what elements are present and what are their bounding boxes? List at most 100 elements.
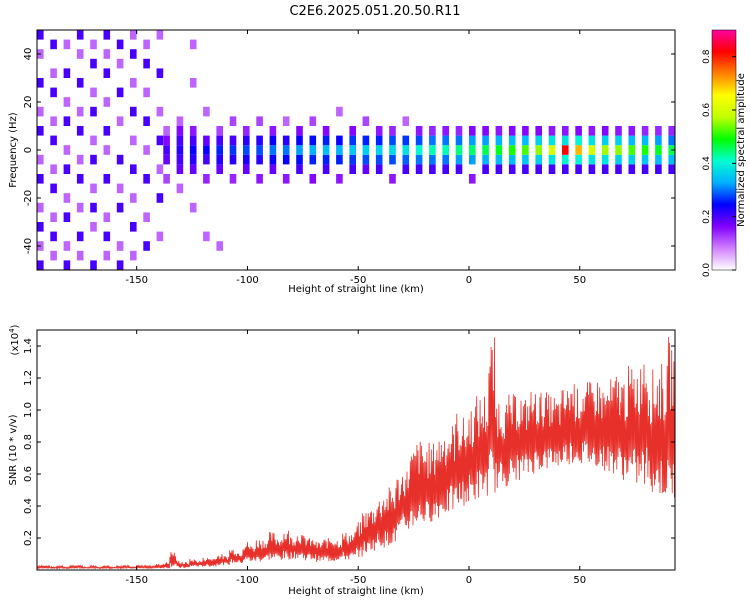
heatmap-cell bbox=[522, 154, 529, 165]
snr-y-tick-label: 0.4 bbox=[23, 498, 34, 514]
heatmap-cell bbox=[50, 250, 57, 261]
heatmap-cell bbox=[50, 212, 57, 222]
heatmap-cell bbox=[508, 145, 516, 155]
heatmap-cell bbox=[103, 68, 111, 78]
heatmap-cell bbox=[143, 116, 150, 126]
snr-x-tick-label: -50 bbox=[350, 575, 366, 586]
heatmap-cell bbox=[269, 126, 277, 136]
heatmap-cell bbox=[269, 145, 277, 155]
heatmap-cell bbox=[103, 231, 111, 242]
heatmap-cell bbox=[243, 135, 250, 146]
heatmap-cell bbox=[116, 39, 124, 50]
heatmap-cell bbox=[50, 87, 57, 98]
spectrogram-cells bbox=[37, 30, 675, 270]
heatmap-cell bbox=[256, 174, 263, 184]
heatmap-cell bbox=[415, 164, 423, 174]
heatmap-cell bbox=[37, 154, 44, 165]
heatmap-cell bbox=[655, 145, 662, 155]
heatmap-cell bbox=[322, 126, 330, 136]
heatmap-cell bbox=[50, 116, 57, 126]
heatmap-cell bbox=[90, 222, 97, 232]
heatmap-cell bbox=[37, 126, 44, 136]
heatmap-cell bbox=[243, 154, 250, 165]
snr-x-tick-label: -100 bbox=[236, 575, 259, 586]
heatmap-cell bbox=[163, 154, 170, 165]
heatmap-cell bbox=[216, 126, 223, 136]
heatmap-cell bbox=[103, 174, 111, 184]
heatmap-cell bbox=[322, 135, 330, 146]
heatmap-cell bbox=[243, 145, 250, 155]
heatmap-cell bbox=[130, 49, 137, 59]
heatmap-cell bbox=[628, 135, 636, 146]
snr-x-label: Height of straight line (km) bbox=[288, 586, 424, 597]
heatmap-cell bbox=[455, 135, 463, 146]
heatmap-cell bbox=[389, 126, 396, 136]
heatmap-cell bbox=[641, 135, 649, 146]
heatmap-cell bbox=[522, 126, 529, 136]
heatmap-cell bbox=[189, 39, 197, 50]
snr-y-label: SNR (10 * v/v) bbox=[8, 414, 19, 485]
heatmap-cell bbox=[575, 154, 582, 165]
heatmap-cell bbox=[156, 30, 164, 40]
heatmap-cell bbox=[562, 135, 569, 146]
heatmap-cell bbox=[668, 164, 675, 174]
heatmap-cell bbox=[575, 164, 582, 174]
spectrogram-y-ticks: -40 -20 0 20 40 bbox=[23, 48, 675, 254]
heatmap-cell bbox=[229, 154, 237, 165]
heatmap-cell bbox=[615, 154, 622, 165]
heatmap-cell bbox=[37, 260, 44, 270]
heatmap-cell bbox=[116, 154, 124, 165]
heatmap-cell bbox=[588, 145, 596, 155]
heatmap-cell bbox=[495, 145, 503, 155]
heatmap-cell bbox=[668, 154, 675, 165]
heatmap-cell bbox=[189, 154, 197, 165]
heatmap-cell bbox=[203, 135, 210, 146]
figure-title: C2E6.2025.051.20.50.R11 bbox=[289, 4, 460, 19]
heatmap-cell bbox=[522, 164, 529, 174]
heatmap-cell bbox=[309, 135, 317, 146]
colorbar-tick-label: 0.2 bbox=[702, 210, 712, 224]
heatmap-cell bbox=[63, 116, 71, 126]
heatmap-cell bbox=[76, 126, 84, 136]
heatmap-cell bbox=[243, 126, 250, 136]
heatmap-cell bbox=[429, 135, 436, 146]
heatmap-cell bbox=[575, 135, 582, 146]
heatmap-cell bbox=[176, 116, 184, 126]
heatmap-cell bbox=[216, 154, 223, 165]
heatmap-cell bbox=[429, 126, 436, 136]
heatmap-cell bbox=[628, 164, 636, 174]
heatmap-cell bbox=[50, 68, 57, 78]
heatmap-cell bbox=[415, 126, 423, 136]
heatmap-cell bbox=[176, 126, 184, 136]
snr-line bbox=[36, 337, 675, 570]
heatmap-cell bbox=[143, 145, 150, 155]
snr-y-tick-label: 0.8 bbox=[23, 434, 34, 450]
heatmap-cell bbox=[508, 126, 516, 136]
spectrogram-panel: -150 -100 -50 0 50 -40 -20 0 20 40 Height of str… bbox=[8, 29, 676, 295]
spectrogram-y-tick-label: -40 bbox=[23, 238, 34, 254]
heatmap-cell bbox=[37, 202, 44, 213]
heatmap-cell bbox=[601, 145, 609, 155]
heatmap-cell bbox=[90, 135, 97, 146]
heatmap-cell bbox=[203, 106, 210, 117]
heatmap-cell bbox=[90, 39, 97, 50]
heatmap-cell bbox=[336, 106, 343, 117]
snr-y-tick-label: 0.6 bbox=[23, 466, 34, 482]
snr-plot-area bbox=[37, 330, 675, 570]
heatmap-cell bbox=[50, 164, 57, 174]
colorbar-tick-label: 0.0 bbox=[702, 263, 712, 278]
heatmap-cell bbox=[76, 174, 84, 184]
heatmap-cell bbox=[143, 87, 150, 98]
heatmap-cell bbox=[415, 135, 423, 146]
heatmap-cell bbox=[362, 135, 370, 146]
heatmap-cell bbox=[402, 145, 410, 155]
heatmap-cell bbox=[482, 135, 489, 146]
heatmap-cell bbox=[143, 174, 150, 184]
heatmap-cell bbox=[375, 154, 383, 165]
heatmap-cell bbox=[628, 154, 636, 165]
spectrogram-x-tick-label: -100 bbox=[236, 275, 259, 286]
heatmap-cell bbox=[562, 145, 569, 155]
heatmap-cell bbox=[375, 145, 383, 155]
heatmap-cell bbox=[103, 250, 111, 261]
heatmap-cell bbox=[189, 145, 197, 155]
